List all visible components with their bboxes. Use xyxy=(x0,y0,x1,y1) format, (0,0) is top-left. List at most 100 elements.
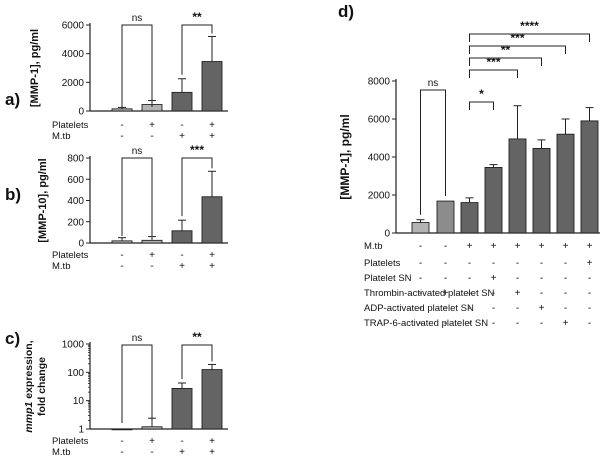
significance-label: **** xyxy=(520,19,539,33)
condition-sign: + xyxy=(515,288,521,299)
condition-sign: - xyxy=(150,261,153,272)
significance-label: ** xyxy=(192,330,202,344)
condition-sign: - xyxy=(540,318,543,329)
bar xyxy=(171,230,193,244)
condition-sign: - xyxy=(564,288,567,299)
condition-row-label: Thrombin-activated platelet SN xyxy=(364,288,495,299)
bar xyxy=(111,240,133,244)
condition-sign: - xyxy=(419,273,422,284)
significance-bracket xyxy=(469,101,494,110)
condition-sign: - xyxy=(468,318,471,329)
bar xyxy=(532,147,551,234)
condition-sign: - xyxy=(444,273,447,284)
condition-sign: - xyxy=(120,250,123,261)
significance-bracket xyxy=(469,57,542,66)
condition-sign: + xyxy=(209,120,215,131)
condition-row-label: Platelets xyxy=(52,120,89,131)
y-axis-label: [MMP-1], pg/ml xyxy=(338,114,352,199)
y-tick-label: 400 xyxy=(67,196,84,207)
y-tick-label: 0 xyxy=(78,239,84,250)
y-tick-label: 0 xyxy=(78,107,84,118)
condition-sign: - xyxy=(564,273,567,284)
condition-row-label: ADP-activated platelet SN xyxy=(364,303,474,314)
y-tick-label: 100 xyxy=(67,368,84,379)
condition-row-label: Platelets xyxy=(364,258,401,269)
condition-sign: - xyxy=(120,131,123,142)
condition-sign: + xyxy=(179,131,185,142)
y-tick-label: 0 xyxy=(384,229,390,240)
y-axis-label-rest: expression, xyxy=(23,340,35,398)
panel-letter: c) xyxy=(5,329,20,348)
condition-sign: - xyxy=(120,120,123,131)
panel-letter: b) xyxy=(5,185,21,204)
y-axis-label-italic: mmp1 xyxy=(23,399,35,433)
condition-sign: - xyxy=(540,273,543,284)
condition-sign: - xyxy=(180,250,183,261)
significance-bracket xyxy=(469,33,590,42)
significance-label: ns xyxy=(132,146,143,157)
y-axis-label-line2: fold change xyxy=(36,357,48,416)
significance-label: ** xyxy=(501,43,511,57)
condition-sign: - xyxy=(120,261,123,272)
condition-sign: - xyxy=(419,288,422,299)
bar xyxy=(111,108,133,112)
panel-letter: a) xyxy=(5,90,20,109)
y-tick-label: 200 xyxy=(67,217,84,228)
condition-row-label: Platelets xyxy=(52,250,89,261)
significance-label: ns xyxy=(132,13,143,24)
condition-sign: + xyxy=(491,273,497,284)
condition-sign: - xyxy=(540,258,543,269)
y-axis-label: [MMP-10], pg/ml xyxy=(37,158,49,242)
condition-sign: + xyxy=(587,258,593,269)
condition-sign: + xyxy=(587,241,593,252)
condition-sign: - xyxy=(468,303,471,314)
panel-letter: d) xyxy=(338,2,354,21)
condition-sign: + xyxy=(563,241,569,252)
condition-sign: + xyxy=(209,436,215,447)
condition-sign: - xyxy=(564,258,567,269)
significance-bracket xyxy=(121,24,153,107)
condition-sign: - xyxy=(180,436,183,447)
condition-sign: - xyxy=(540,288,543,299)
bar xyxy=(508,138,527,234)
condition-sign: - xyxy=(492,303,495,314)
significance-bracket xyxy=(121,157,153,236)
bar xyxy=(460,202,479,234)
condition-sign: - xyxy=(419,258,422,269)
significance-label: *** xyxy=(486,55,500,69)
condition-row-label: Platelet SN xyxy=(364,273,412,284)
condition-sign: + xyxy=(443,288,449,299)
significance-bracket xyxy=(181,344,213,380)
significance-bracket xyxy=(420,89,446,215)
condition-sign: + xyxy=(179,261,185,272)
condition-sign: + xyxy=(515,241,521,252)
bar xyxy=(484,166,503,234)
significance-bracket xyxy=(469,45,566,54)
condition-sign: - xyxy=(120,447,123,458)
significance-label: *** xyxy=(190,143,204,157)
significance-label: * xyxy=(479,87,484,101)
bar xyxy=(201,196,223,244)
condition-sign: + xyxy=(563,318,569,329)
y-tick-label: 1 xyxy=(78,425,84,436)
y-tick-label: 600 xyxy=(67,175,84,186)
condition-sign: - xyxy=(588,273,591,284)
condition-sign: + xyxy=(209,447,215,458)
condition-row-label: M.tb xyxy=(52,447,70,458)
condition-row-label: Platelets xyxy=(52,436,89,447)
y-tick-label: 2000 xyxy=(62,78,85,89)
y-tick-label: 8000 xyxy=(368,77,391,88)
bar xyxy=(111,428,133,431)
condition-sign: - xyxy=(150,131,153,142)
condition-sign: - xyxy=(444,318,447,329)
significance-label: ** xyxy=(192,10,202,24)
condition-sign: - xyxy=(444,303,447,314)
significance-bracket xyxy=(181,157,213,217)
bar xyxy=(171,91,193,112)
bar xyxy=(201,369,223,430)
y-tick-label: 4000 xyxy=(368,153,391,164)
condition-sign: - xyxy=(588,303,591,314)
y-tick-label: 6000 xyxy=(62,21,85,32)
condition-sign: + xyxy=(209,131,215,142)
